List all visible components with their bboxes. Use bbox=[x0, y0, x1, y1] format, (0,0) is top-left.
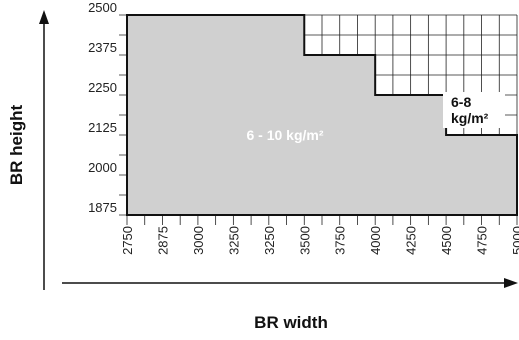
y-tick-labels: 1875 2000 2125 2250 2375 2500 bbox=[88, 0, 117, 215]
x-tick-label: 4000 bbox=[368, 226, 383, 255]
x-tick-label: 2750 bbox=[120, 226, 135, 255]
x-tick-label: 4250 bbox=[404, 226, 419, 255]
x-tick-label: 4750 bbox=[475, 226, 490, 255]
zone-label-secondary-line1: 6-8 bbox=[451, 94, 471, 110]
x-tick-labels: 2750 2875 3000 3250 3250 3500 3750 4000 4250 4500… bbox=[120, 226, 519, 255]
x-tick-label: 3250 bbox=[262, 226, 277, 255]
x-tick-label: 5000 bbox=[510, 226, 519, 255]
x-tick-label: 3250 bbox=[226, 226, 241, 255]
y-tick-label: 2250 bbox=[88, 80, 117, 95]
zone-label-secondary-line2: kg/m² bbox=[451, 110, 489, 126]
zone-labels: 6 - 10 kg/m² 6-8kg/m² bbox=[225, 92, 505, 145]
y-tick-label: 2125 bbox=[88, 120, 117, 135]
y-tick-label: 2000 bbox=[88, 160, 117, 175]
zone-label-background bbox=[225, 125, 345, 145]
y-tick-label: 1875 bbox=[88, 200, 117, 215]
y-axis-title: BR height bbox=[7, 105, 26, 186]
y-tick-label: 2375 bbox=[88, 40, 117, 55]
x-axis-title: BR width bbox=[254, 313, 328, 332]
zone-label-main: 6 - 10 kg/m² bbox=[246, 127, 323, 143]
y-tick-label: 2500 bbox=[88, 0, 117, 15]
x-tick-label: 3500 bbox=[297, 226, 312, 255]
x-tick-label: 3750 bbox=[333, 226, 348, 255]
x-tick-label: 4500 bbox=[439, 226, 454, 255]
zone-label-box bbox=[443, 92, 505, 128]
envelope-area bbox=[127, 15, 517, 215]
x-tick-label: 3000 bbox=[191, 226, 206, 255]
x-tick-label: 2875 bbox=[155, 226, 170, 255]
x-axis-arrowhead bbox=[504, 278, 518, 288]
y-axis-arrowhead bbox=[39, 10, 49, 24]
